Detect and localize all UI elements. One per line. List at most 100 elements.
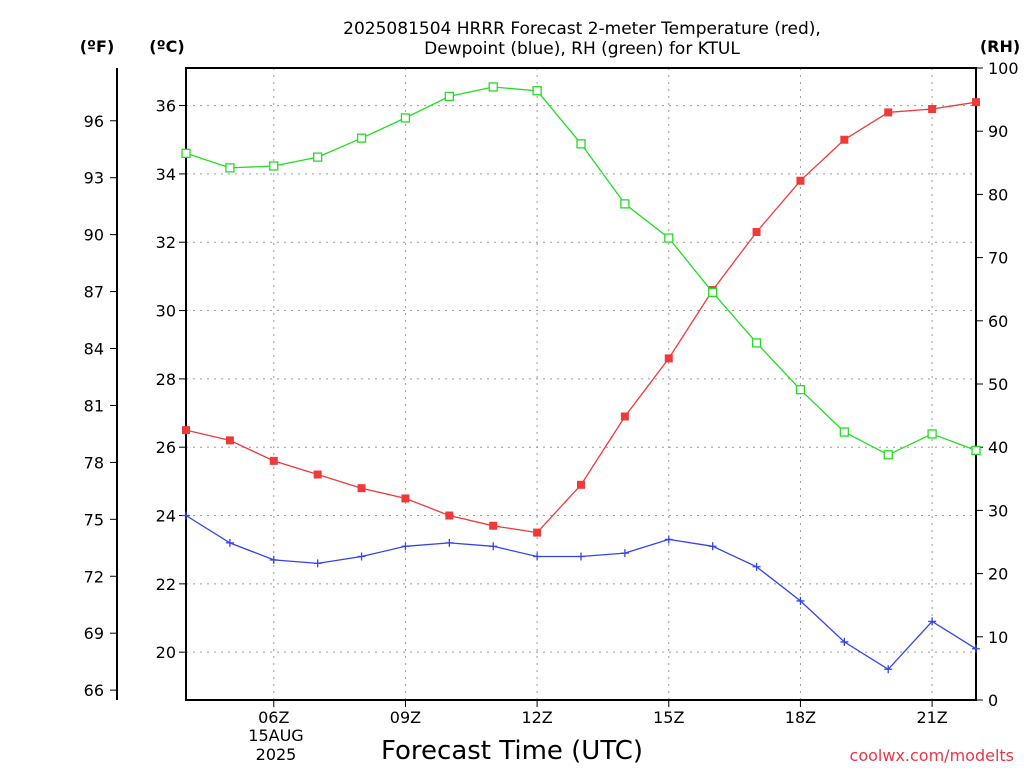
time-ticks: 06Z 09Z 12Z 15Z 18Z 21Z: [258, 700, 948, 727]
fahrenheit-tick-label: 90: [84, 226, 104, 245]
dewpoint-point: [269, 555, 278, 564]
site-credit: coolwx.com/modelts: [850, 746, 1014, 765]
rh-point: [181, 148, 191, 158]
celsius-tick-label: 22: [156, 575, 176, 594]
temperature-point: [445, 511, 454, 520]
date-label-day: 15AUG: [248, 726, 303, 745]
dewpoint-point: [884, 665, 893, 674]
fahrenheit-tick-label: 87: [84, 283, 104, 302]
temperature-point: [401, 494, 410, 503]
temperature-point: [796, 176, 805, 185]
fahrenheit-tick-label: 93: [84, 169, 104, 188]
temperature-point: [489, 521, 498, 530]
rh-tick-label: 30: [988, 501, 1008, 520]
dewpoint-point: [182, 511, 190, 520]
rh-point: [839, 427, 849, 437]
celsius-unit-label: (ºC): [149, 37, 184, 56]
series-dewpoint: [182, 511, 980, 674]
rh-tick-label: 70: [988, 249, 1008, 268]
temperature-point: [357, 484, 366, 493]
rh-point: [532, 86, 542, 96]
temperature-point: [928, 104, 937, 113]
time-tick-label: 15Z: [653, 708, 684, 727]
dewpoint-point: [401, 542, 410, 551]
rh-unit-label: (RH): [980, 37, 1020, 56]
rh-point: [225, 163, 235, 173]
rh-point: [620, 199, 630, 209]
dewpoint-point: [796, 596, 805, 605]
rh-tick-label: 10: [988, 628, 1008, 647]
celsius-ticks: 20 22 24 26 28 30 32 34 36: [156, 97, 186, 662]
rh-point: [488, 82, 498, 92]
dewpoint-point: [313, 559, 322, 568]
dewpoint-point: [708, 542, 717, 551]
rh-tick-label: 100: [988, 59, 1019, 78]
temperature-point: [884, 108, 893, 117]
rh-point: [313, 152, 323, 162]
celsius-tick-label: 24: [156, 507, 176, 526]
fahrenheit-tick-label: 96: [84, 112, 104, 131]
rh-tick-label: 90: [988, 122, 1008, 141]
fahrenheit-tick-label: 72: [84, 567, 104, 586]
rh-point: [708, 287, 718, 298]
rh-point: [751, 338, 762, 348]
temperature-point: [313, 470, 322, 479]
plot-frame: [185, 67, 977, 701]
time-tick-label: 21Z: [916, 708, 947, 727]
time-tick-label: 12Z: [521, 708, 552, 727]
rh-tick-label: 50: [988, 375, 1008, 394]
rh-point: [664, 233, 674, 243]
dewpoint-point: [225, 538, 234, 547]
fahrenheit-tick-label: 66: [84, 681, 104, 700]
dewpoint-point: [533, 552, 542, 561]
temperature-point: [533, 528, 542, 537]
title: 2025081504 HRRR Forecast 2-meter Tempera…: [343, 19, 821, 59]
rh-point: [795, 385, 806, 395]
temperature-point: [840, 135, 849, 144]
dewpoint-point: [972, 644, 980, 653]
temperature-point: [577, 480, 585, 489]
rh-tick-label: 20: [988, 565, 1008, 584]
temperature-point: [620, 412, 629, 421]
temperature-point: [269, 456, 278, 465]
dewpoint-line: [185, 514, 977, 671]
rh-point: [400, 113, 411, 123]
rh-point: [576, 139, 586, 149]
grid-lines: [186, 68, 976, 700]
temperature-point: [664, 354, 673, 363]
fahrenheit-tick-label: 81: [84, 396, 104, 415]
time-tick-label: 09Z: [390, 708, 421, 727]
temperature-line: [185, 101, 977, 534]
rh-point: [971, 445, 981, 456]
x-axis-title: Forecast Time (UTC): [381, 736, 643, 766]
series-rh: [181, 82, 981, 460]
fahrenheit-unit-label: (ºF): [80, 37, 115, 56]
date-label-year: 2025: [256, 745, 297, 764]
celsius-tick-label: 32: [156, 233, 176, 252]
rh-point: [927, 429, 937, 439]
celsius-tick-label: 36: [156, 97, 176, 116]
dewpoint-point: [840, 637, 849, 646]
celsius-tick-label: 30: [156, 302, 176, 321]
dewpoint-point: [620, 549, 629, 558]
dewpoint-point: [928, 617, 937, 626]
temperature-point: [972, 98, 980, 107]
rh-tick-label: 60: [988, 312, 1008, 331]
fahrenheit-tick-label: 69: [84, 624, 104, 643]
rh-point: [883, 450, 893, 460]
fahrenheit-tick-label: 84: [84, 340, 104, 359]
dewpoint-point: [664, 535, 673, 544]
celsius-tick-label: 28: [156, 370, 176, 389]
celsius-tick-label: 20: [156, 643, 176, 662]
celsius-tick-label: 26: [156, 438, 176, 457]
fahrenheit-ticks: 66 69 72 75 78 81 84 87 90 93 96: [84, 112, 117, 700]
temperature-point: [752, 227, 761, 236]
temperature-point: [225, 436, 234, 445]
temperature-point: [182, 426, 190, 435]
dewpoint-point: [577, 552, 585, 561]
rh-tick-label: 0: [988, 691, 998, 710]
rh-point: [269, 161, 279, 171]
dewpoint-point: [445, 538, 454, 547]
series-temperature: [182, 98, 980, 537]
